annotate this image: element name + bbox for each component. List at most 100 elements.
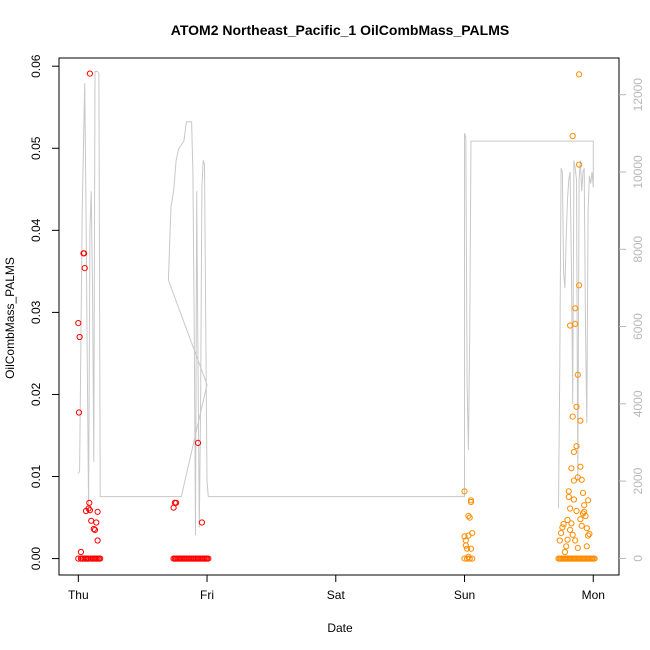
y2-tick-label: 8000 <box>631 236 645 263</box>
data-point <box>86 499 93 506</box>
data-point <box>91 526 99 534</box>
y2-tick-label: 0 <box>631 555 645 562</box>
data-point <box>564 536 571 543</box>
data-point <box>469 530 476 537</box>
y-tick-label: 0.06 <box>29 54 43 78</box>
data-point <box>467 545 475 552</box>
y2-tick-label: 12000 <box>631 78 645 112</box>
data-point <box>574 544 581 552</box>
x-tick-label: Mon <box>582 588 605 602</box>
data-point <box>467 498 475 506</box>
data-point <box>90 525 97 533</box>
x-tick-label: Fri <box>200 588 214 602</box>
data-point <box>84 555 92 562</box>
chart-title: ATOM2 Northeast_Pacific_1 OilCombMass_PA… <box>171 22 509 38</box>
data-point <box>76 333 83 341</box>
data-point <box>576 161 583 168</box>
data-point <box>577 463 584 470</box>
y-axis-label: OilCombMass_PALMS <box>3 257 17 379</box>
data-point <box>556 537 563 544</box>
y2-tick-label: 10000 <box>631 155 645 189</box>
data-point <box>574 371 581 378</box>
data-point <box>568 465 575 472</box>
y-tick-label: 0.04 <box>29 218 43 242</box>
data-point <box>461 533 468 540</box>
x-tick-label: Thu <box>68 588 89 602</box>
y2-tick-label: 6000 <box>631 313 645 340</box>
data-point <box>85 505 92 512</box>
altitude-line-layer <box>77 71 594 536</box>
data-point <box>81 265 88 272</box>
data-point <box>565 493 572 501</box>
data-point <box>469 555 476 562</box>
data-point <box>462 542 469 549</box>
data-point <box>578 476 585 483</box>
data-point <box>572 305 579 312</box>
data-point <box>97 555 104 562</box>
data-point <box>466 514 473 521</box>
data-point <box>461 555 468 562</box>
data-point <box>581 502 588 509</box>
x-axis-label: Date <box>327 621 353 635</box>
y2-tick-label: 4000 <box>631 390 645 417</box>
data-point <box>591 555 598 562</box>
data-points-layer <box>75 70 598 562</box>
data-point <box>581 508 588 515</box>
data-point <box>582 512 589 520</box>
data-point <box>585 532 592 539</box>
y-tick-label: 0.00 <box>29 547 43 571</box>
data-point <box>170 504 177 511</box>
y-tick-label: 0.02 <box>29 382 43 406</box>
data-point <box>564 516 571 524</box>
data-point <box>205 555 212 562</box>
data-point <box>567 526 574 534</box>
x-tick-label: Sat <box>327 588 346 602</box>
data-point <box>465 553 472 561</box>
data-point <box>563 543 570 550</box>
data-point <box>88 517 95 524</box>
data-point <box>75 555 82 562</box>
data-point <box>75 409 83 416</box>
data-point <box>573 507 580 515</box>
data-point <box>579 489 587 496</box>
data-point <box>86 507 94 514</box>
data-point <box>559 524 566 531</box>
data-point <box>565 488 572 495</box>
data-point <box>77 548 85 556</box>
data-point <box>198 519 205 526</box>
data-point <box>569 132 576 140</box>
data-point <box>586 530 593 538</box>
data-point <box>578 522 585 529</box>
y-tick-label: 0.03 <box>29 300 43 324</box>
x-tick-label: Sun <box>454 588 475 602</box>
data-point <box>570 496 578 503</box>
data-point <box>194 439 202 446</box>
data-point <box>572 537 579 544</box>
data-point <box>572 320 579 327</box>
data-point <box>583 525 590 532</box>
data-point <box>576 71 583 78</box>
data-point <box>576 282 583 289</box>
data-point <box>573 443 580 450</box>
data-point <box>81 250 88 257</box>
data-point <box>86 70 94 77</box>
y-tick-label: 0.05 <box>29 136 43 160</box>
data-point <box>569 531 576 538</box>
data-point <box>173 499 180 506</box>
data-point <box>88 555 95 562</box>
data-point <box>94 537 101 544</box>
data-point <box>583 543 590 550</box>
data-point <box>461 488 468 495</box>
y-tick-label: 0.01 <box>29 465 43 489</box>
altitude-line <box>77 71 594 536</box>
data-point <box>465 512 472 520</box>
data-point <box>570 448 578 455</box>
data-point <box>75 320 82 327</box>
data-point <box>569 413 576 420</box>
data-point <box>577 417 584 424</box>
data-point <box>570 477 578 484</box>
plot-frame <box>58 57 620 576</box>
y2-tick-label: 2000 <box>631 467 645 494</box>
data-point <box>93 519 100 526</box>
